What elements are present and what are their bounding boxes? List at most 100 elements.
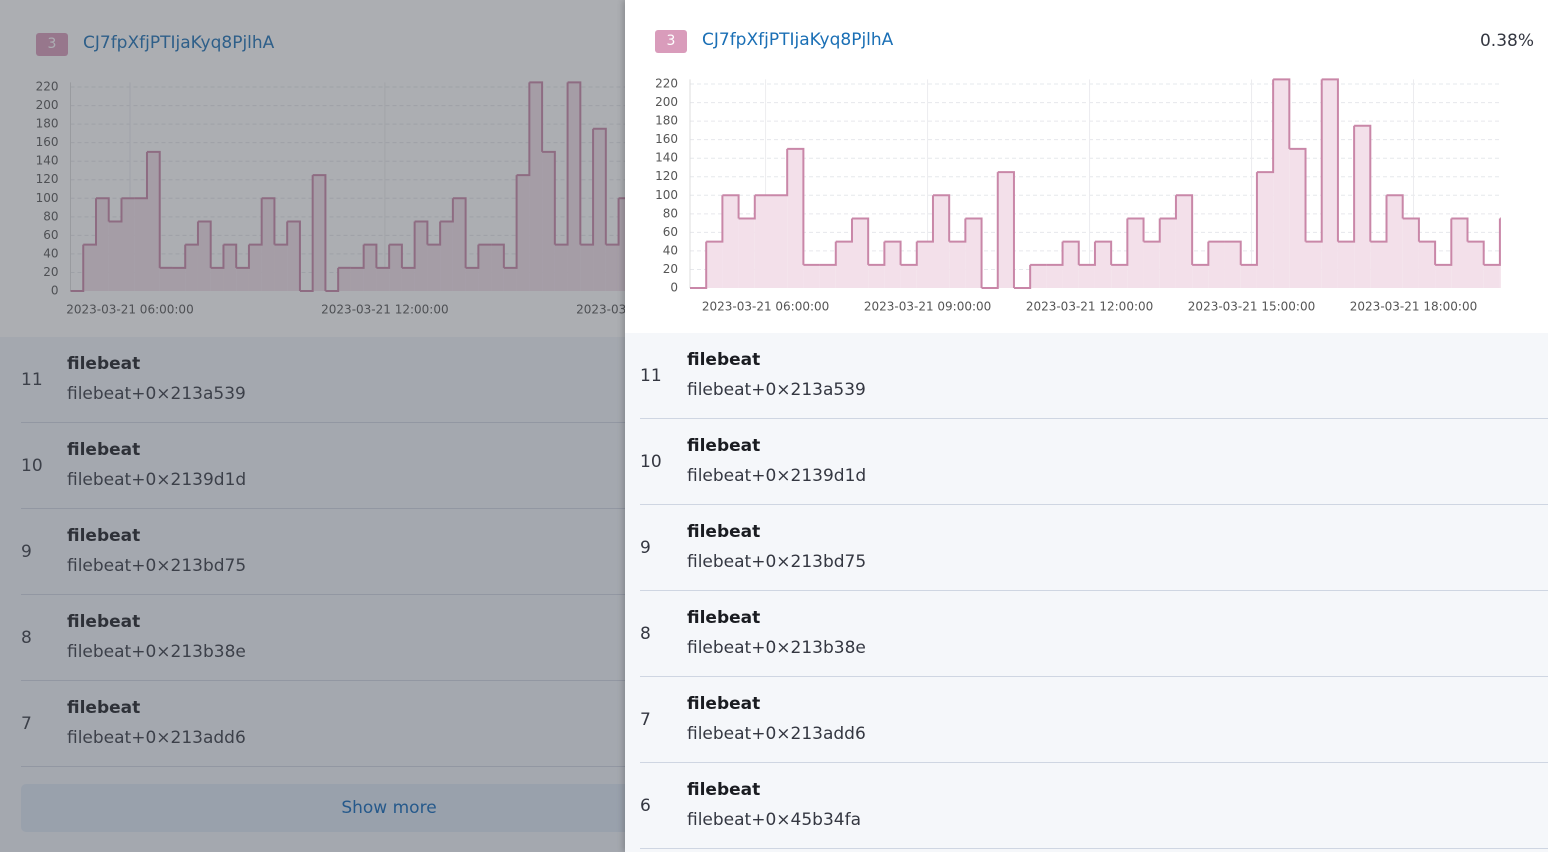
step-line [1467,240,1485,265]
frame-row[interactable]: 11 filebeat filebeat+0×213a539 [640,333,1548,419]
frame-index: 9 [21,542,32,562]
step-line [1483,218,1501,266]
step-line [884,240,902,265]
x-tick-label: 2023-03-21 12:00:00 [321,303,448,317]
step-line [427,221,442,246]
step-line [185,221,199,246]
frame-row[interactable]: 7 filebeat filebeat+0×213add6 [640,677,1548,763]
step-area [605,244,619,291]
step-area [236,267,249,291]
step-area [1451,218,1468,288]
y-tick-label: 160 [655,132,678,146]
step-area [1240,264,1257,288]
y-tick-label: 40 [663,243,678,257]
frame-row[interactable]: 11 filebeat filebeat+0×213a539 [21,337,780,423]
step-line [1046,241,1064,266]
step-line [819,241,837,266]
step-area [1467,241,1484,288]
frame-index: 10 [640,452,662,472]
frame-row[interactable]: 7 filebeat filebeat+0×213add6 [21,681,780,767]
step-area [223,244,237,291]
x-tick-label: 2023-03-21 06:00:00 [702,300,829,314]
step-area [146,151,160,291]
step-area [427,244,441,291]
frame-row[interactable]: 10 filebeat filebeat+0×2139d1d [640,419,1548,505]
step-area [965,218,982,288]
step-line [108,198,123,223]
stack-title[interactable]: CJ7fpXfjPTIjaKyq8PjlhA [83,33,275,53]
step-line [83,198,97,246]
frame-name: filebeat [687,780,761,800]
step-line [516,82,531,177]
step-area [363,244,377,291]
step-area [1078,264,1095,288]
step-area [1192,264,1209,288]
step-area [770,195,788,288]
frame-index: 7 [21,714,32,734]
y-tick-label: 180 [655,114,678,128]
step-line [248,198,263,246]
step-line [542,150,556,245]
overlay[interactable] [0,0,625,852]
frame-address: filebeat+0×213add6 [687,724,866,744]
stack-title[interactable]: CJ7fpXfjPTIjaKyq8PjlhA [702,30,894,50]
step-line [1402,217,1420,242]
step-line [134,151,148,200]
step-line [312,174,327,291]
step-area [1289,148,1306,288]
frame-row[interactable]: 6 filebeat filebeat+0×45b34fa [640,763,1548,849]
frame-address: filebeat+0×213bd75 [687,552,867,572]
frame-row[interactable]: 8 filebeat filebeat+0×213b38e [640,591,1548,677]
step-area [900,264,917,288]
step-line [1418,240,1437,265]
step-area [754,195,771,288]
step-area [542,151,555,291]
frame-address: filebeat+0×213a539 [687,380,866,400]
frame-index: 9 [640,538,651,558]
step-line [690,241,708,289]
y-tick-label: 60 [43,228,58,242]
step-area [108,221,122,291]
step-line [210,244,225,269]
y-tick-label: 20 [663,262,678,276]
step-line [1370,195,1388,243]
step-area [738,218,755,288]
y-tick-label: 0 [670,281,678,295]
step-area [1143,241,1160,288]
step-line [1143,218,1161,243]
step-area [261,198,275,291]
step-area [1175,195,1193,288]
badge: 3 [36,33,68,56]
step-line [274,221,289,246]
step-area [916,241,933,288]
step-area [312,175,326,291]
y-tick-label: 40 [43,246,58,260]
y-tick-label: 220 [36,80,59,94]
step-line [900,241,918,266]
frame-row[interactable]: 9 filebeat filebeat+0×213bd75 [640,505,1548,591]
frame-row[interactable]: 8 filebeat filebeat+0×213b38e [21,595,780,681]
step-line [770,148,789,197]
step-area [1062,241,1079,288]
frame-row[interactable]: 10 filebeat filebeat+0×2139d1d [21,423,780,509]
x-tick-label: 2023-03-21 06:00:00 [66,303,193,317]
step-line [70,244,85,292]
step-area [287,221,300,291]
step-area [1094,241,1112,288]
step-line [95,197,110,222]
step-line [1078,241,1096,266]
step-area [376,267,390,291]
x-tick-label: 2023-03-21 09:00:00 [864,300,991,314]
step-line [1062,240,1080,265]
frame-name: filebeat [67,440,141,460]
frame-address: filebeat+0×213b38e [67,642,246,662]
step-area [95,198,109,291]
step-area [554,244,568,291]
frame-index: 11 [21,370,43,390]
step-line [965,217,983,288]
step-area [248,244,262,291]
frame-row[interactable]: 9 filebeat filebeat+0×213bd75 [21,509,780,595]
frame-name: filebeat [687,522,761,542]
step-line [440,198,454,223]
step-line [1013,264,1032,289]
